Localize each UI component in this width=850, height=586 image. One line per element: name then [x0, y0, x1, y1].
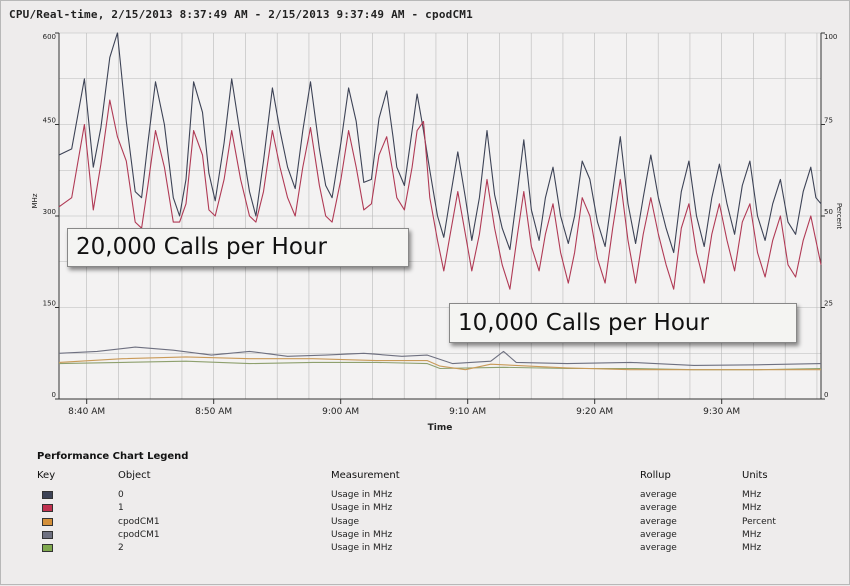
x-tick-label: 9:20 AM: [576, 407, 613, 417]
x-tick-label: 9:30 AM: [703, 407, 740, 417]
y-tick-label: 300: [43, 208, 56, 216]
legend-rollup: average: [640, 490, 677, 500]
y-tick-label: 600: [43, 33, 56, 41]
legend-units: MHz: [742, 503, 762, 514]
legend-rollup: average: [640, 529, 677, 540]
legend-measurement: Usage in MHz: [331, 490, 393, 500]
legend-rollup: average: [640, 503, 677, 514]
legend-object: 1: [118, 503, 124, 514]
legend-rollup: average: [640, 543, 677, 554]
y2-axis-label: Percent: [835, 203, 843, 230]
x-tick-label: 8:40 AM: [68, 407, 105, 417]
legend-units: MHz: [742, 543, 762, 554]
callout-low-load: 10,000 Calls per Hour: [449, 303, 797, 343]
legend-header-rollup: Rollup: [640, 470, 671, 481]
grid-lines: [59, 32, 821, 400]
legend-units: Percent: [742, 516, 776, 527]
legend-units: MHz: [742, 529, 762, 540]
legend-measurement: Usage: [331, 516, 360, 527]
legend-units: MHz: [742, 490, 762, 500]
legend-header-measurement: Measurement: [331, 470, 400, 481]
x-axis-label: Time: [428, 423, 453, 433]
y-axis-label: MHz: [31, 193, 39, 208]
y2-tick-label: 0: [824, 391, 828, 399]
legend-measurement: Usage in MHz: [331, 543, 393, 554]
legend-measurement: Usage in MHz: [331, 529, 393, 540]
y2-tick-label: 100: [824, 33, 837, 41]
legend-header-key: Key: [37, 470, 56, 481]
legend-swatch: [42, 491, 53, 499]
y-tick-label: 0: [52, 391, 56, 399]
legend-header-object: Object: [118, 470, 151, 481]
x-tick-label: 9:10 AM: [449, 407, 486, 417]
y2-tick-label: 50: [824, 208, 833, 216]
legend-swatch: [42, 517, 53, 526]
series-line-1: [58, 99, 822, 290]
series-line-3: [58, 346, 822, 366]
legend-swatch: [42, 504, 53, 513]
axes: 0 150 300 450 600 0 25 50 75 100 8:40 AM 8:50 AM 9:0…: [31, 32, 843, 433]
y-tick-label: 150: [43, 300, 56, 308]
legend-swatch: [42, 544, 53, 553]
series-line-0: [58, 32, 822, 254]
legend-header-units: Units: [742, 470, 768, 481]
legend-title: Performance Chart Legend: [37, 451, 189, 462]
callout-high-load: 20,000 Calls per Hour: [67, 228, 409, 267]
series-line-2: [58, 356, 821, 371]
x-tick-label: 8:50 AM: [195, 407, 232, 417]
legend-measurement: Usage in MHz: [331, 503, 393, 514]
chart-title: CPU/Real-time, 2/15/2013 8:37:49 AM - 2/…: [9, 8, 473, 21]
legend-rollup: average: [640, 516, 677, 527]
legend-object: 2: [118, 543, 124, 554]
y2-tick-label: 75: [824, 117, 833, 125]
series-lines: [58, 32, 822, 371]
x-tick-label: 9:00 AM: [322, 407, 359, 417]
y2-tick-label: 25: [824, 300, 833, 308]
legend-swatch: [42, 530, 53, 539]
y-tick-label: 450: [43, 117, 56, 125]
legend-object: cpodCM1: [118, 529, 160, 540]
legend-object: 0: [118, 490, 124, 500]
legend-object: cpodCM1: [118, 516, 160, 527]
